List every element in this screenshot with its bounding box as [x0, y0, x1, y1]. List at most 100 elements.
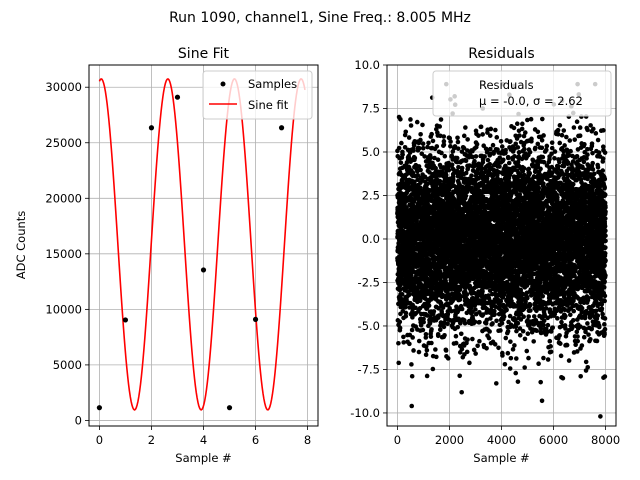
- residual-point: [503, 148, 508, 153]
- residual-point: [401, 335, 406, 340]
- figure-suptitle: Run 1090, channel1, Sine Freq.: 8.005 MH…: [169, 10, 471, 26]
- residual-point: [431, 367, 436, 372]
- residual-point: [429, 327, 434, 332]
- residual-point: [464, 158, 469, 163]
- residual-point: [409, 123, 414, 128]
- residual-point: [503, 336, 508, 341]
- residual-point: [465, 350, 470, 355]
- residual-point: [455, 135, 460, 140]
- sample-point: [279, 125, 284, 130]
- legend-samples-label: Samples: [248, 77, 297, 91]
- residual-point: [459, 390, 464, 395]
- residual-point: [454, 334, 459, 339]
- residual-point: [523, 337, 528, 342]
- residual-point: [516, 321, 521, 326]
- residual-point: [487, 329, 492, 334]
- residual-point: [494, 135, 499, 140]
- residual-point: [459, 331, 464, 336]
- residual-point: [499, 139, 504, 144]
- residual-point: [399, 141, 404, 146]
- residual-point: [462, 134, 467, 139]
- residual-point: [451, 178, 456, 183]
- residual-point: [515, 121, 520, 126]
- residual-point: [429, 132, 434, 137]
- residual-point: [463, 125, 468, 130]
- residual-point: [518, 333, 523, 338]
- residual-point: [431, 139, 436, 144]
- residual-point: [410, 335, 415, 340]
- residual-point: [417, 339, 422, 344]
- residual-point: [500, 321, 505, 326]
- residual-point: [491, 143, 496, 148]
- sine-fit-ytick-label: 15000: [45, 247, 82, 261]
- residual-point: [426, 141, 431, 146]
- residual-point: [417, 350, 422, 355]
- residual-point: [433, 347, 438, 352]
- sine-fit-ytick-label: 5000: [53, 358, 82, 372]
- residual-point: [410, 328, 415, 333]
- residual-point: [454, 341, 459, 346]
- residual-point: [429, 341, 434, 346]
- residual-point: [460, 166, 465, 171]
- legend-sine-fit-label: Sine fit: [248, 98, 289, 112]
- sample-point: [123, 317, 128, 322]
- residual-point: [424, 332, 429, 337]
- residual-point: [513, 371, 518, 376]
- residual-point: [397, 146, 402, 151]
- residual-point: [480, 132, 485, 137]
- sample-point: [201, 267, 206, 272]
- sine-fit-title: Sine Fit: [178, 46, 230, 62]
- sine-fit-ytick-label: 25000: [45, 136, 82, 150]
- residual-point: [457, 373, 462, 378]
- residual-point: [502, 314, 507, 319]
- residual-point: [421, 146, 426, 151]
- residual-point: [438, 328, 443, 333]
- residual-point: [398, 320, 403, 325]
- sine-fit-ytick-label: 20000: [45, 191, 82, 205]
- residual-point: [442, 142, 447, 147]
- residual-point: [400, 152, 405, 157]
- residual-point: [486, 158, 491, 163]
- sine-fit-ytick-label: 0: [75, 413, 82, 427]
- residual-point: [439, 117, 444, 122]
- residual-point: [463, 321, 468, 326]
- residual-point: [493, 128, 498, 133]
- sine-fit-xtick-label: 2: [148, 433, 155, 447]
- residual-point: [409, 362, 414, 367]
- residual-point: [441, 134, 446, 139]
- residual-point: [447, 168, 452, 173]
- legend-samples-marker: [221, 82, 226, 87]
- residual-point: [407, 342, 412, 347]
- residual-point: [410, 374, 415, 379]
- residual-point: [448, 139, 453, 144]
- residual-point: [521, 314, 526, 319]
- sample-point: [253, 317, 258, 322]
- residual-point: [404, 311, 409, 316]
- sine-fit-xtick-label: 8: [304, 433, 311, 447]
- residual-point: [407, 293, 412, 298]
- figure: Run 1090, channel1, Sine Freq.: 8.005 MH…: [0, 0, 640, 480]
- residual-point: [512, 126, 517, 131]
- residual-point: [477, 320, 482, 325]
- residual-point: [522, 147, 527, 152]
- residual-point: [508, 366, 513, 371]
- residual-point: [516, 379, 521, 384]
- sample-point: [227, 405, 232, 410]
- residual-point: [490, 321, 495, 326]
- residual-point: [411, 348, 416, 353]
- residual-point: [436, 333, 441, 338]
- residual-point: [484, 346, 489, 351]
- residual-point: [508, 139, 513, 144]
- residual-point: [421, 141, 426, 146]
- residual-point: [474, 154, 479, 159]
- residual-point: [401, 340, 406, 345]
- residual-point: [437, 124, 442, 129]
- residual-point: [429, 334, 434, 339]
- residual-point: [467, 361, 472, 366]
- residual-point: [415, 120, 420, 125]
- residual-point: [420, 123, 425, 128]
- residual-point: [396, 361, 401, 366]
- residual-point: [470, 337, 475, 342]
